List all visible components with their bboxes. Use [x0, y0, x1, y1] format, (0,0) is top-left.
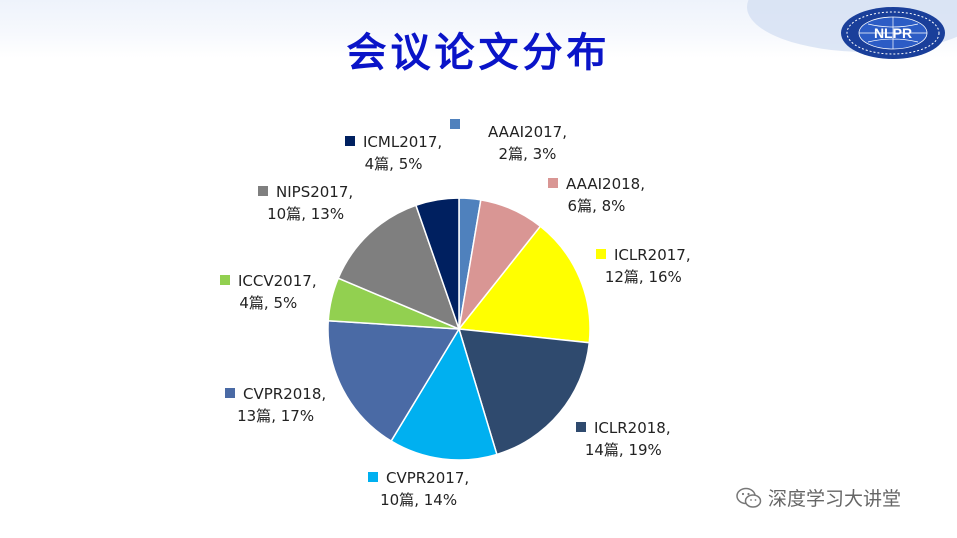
label-aaai2018: AAAI2018, 6篇, 8%	[548, 173, 645, 217]
pie-slice-iclr2018	[457, 328, 591, 456]
label-nips2017: NIPS2017, 10篇, 13%	[258, 181, 353, 225]
pie-slice-cvpr2017	[390, 327, 498, 461]
label-aaai2017-value: 2篇, 3%	[498, 145, 557, 163]
label-icml2017-value: 4篇, 5%	[364, 155, 423, 173]
label-aaai2018-name: AAAI2018,	[548, 173, 645, 195]
label-nips2017-name: NIPS2017,	[258, 181, 353, 203]
label-aaai2018-value: 6篇, 8%	[567, 197, 626, 215]
legend-swatch-iccv2017	[220, 275, 230, 285]
label-aaai2017: AAAI2017, 2篇, 3%	[488, 121, 567, 165]
pie-slice-cvpr2018	[327, 319, 461, 443]
legend-swatch-aaai2017	[450, 119, 460, 129]
legend-swatch-iclr2018	[576, 422, 586, 432]
label-iccv2017-name: ICCV2017,	[220, 270, 317, 292]
label-cvpr2018: CVPR2018, 13篇, 17%	[225, 383, 326, 427]
label-icml2017-name: ICML2017,	[345, 131, 442, 153]
legend-swatch-icml2017	[345, 136, 355, 146]
nlpr-logo: NLPR	[841, 7, 945, 59]
label-cvpr2018-value: 13篇, 17%	[237, 407, 315, 425]
label-iclr2017: ICLR2017, 12篇, 16%	[596, 244, 691, 288]
legend-swatch-cvpr2017	[368, 472, 378, 482]
label-iclr2018: ICLR2018, 14篇, 19%	[576, 417, 671, 461]
pie-slice-iclr2017	[457, 225, 591, 344]
legend-swatch-aaai2018	[548, 178, 558, 188]
pie-slice-nips2017	[337, 204, 461, 331]
label-cvpr2017: CVPR2017, 10篇, 14%	[368, 467, 469, 511]
logo-text: NLPR	[874, 25, 912, 41]
label-iclr2017-name: ICLR2017,	[596, 244, 691, 266]
legend-swatch-cvpr2018	[225, 388, 235, 398]
pie-slice-icml2017	[414, 197, 460, 330]
label-iclr2017-value: 12篇, 16%	[604, 268, 682, 286]
watermark-text: 深度学习大讲堂	[768, 488, 902, 510]
label-iccv2017: ICCV2017, 4篇, 5%	[220, 270, 317, 314]
label-iclr2018-value: 14篇, 19%	[584, 441, 662, 459]
label-nips2017-value: 10篇, 13%	[267, 205, 345, 223]
wechat-icon	[736, 487, 762, 508]
label-cvpr2018-name: CVPR2018,	[225, 383, 326, 405]
label-iccv2017-value: 4篇, 5%	[239, 294, 298, 312]
label-cvpr2017-value: 10篇, 14%	[380, 491, 458, 509]
watermark: 深度学习大讲堂	[736, 484, 901, 511]
legend-swatch-nips2017	[258, 186, 268, 196]
label-icml2017: ICML2017, 4篇, 5%	[345, 131, 442, 175]
label-iclr2018-name: ICLR2018,	[576, 417, 671, 439]
legend-swatch-iclr2017	[596, 249, 606, 259]
page-title: 会议论文分布	[346, 30, 611, 76]
label-cvpr2017-name: CVPR2017,	[368, 467, 469, 489]
label-aaai2017-name: AAAI2017,	[488, 123, 567, 141]
